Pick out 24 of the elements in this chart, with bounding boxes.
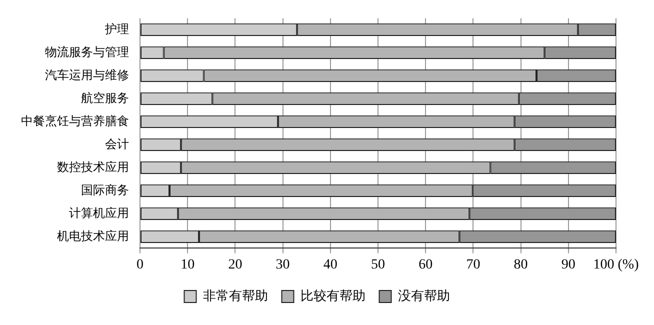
x-tick-label: 10 <box>180 257 195 272</box>
x-tick-label: 60 <box>418 257 433 272</box>
legend-label: 非常有帮助 <box>202 288 268 304</box>
x-tick-label: 70 <box>466 257 480 272</box>
legend-label: 比较有帮助 <box>300 288 366 304</box>
x-tick-label: 90 <box>561 257 576 272</box>
y-tick-label: 中餐烹饪与营养膳食 <box>21 114 129 128</box>
y-tick-label: 数控技术应用 <box>57 160 129 174</box>
x-tick-label: 100 (%) <box>593 257 640 272</box>
y-tick-label: 机电技术应用 <box>57 228 129 243</box>
y-tick-label: 航空服务 <box>81 90 129 105</box>
y-tick-label: 汽车运用与维修 <box>45 68 129 82</box>
x-tick-label: 50 <box>371 257 385 272</box>
x-tick-label: 30 <box>276 257 290 272</box>
x-tick-label: 20 <box>228 257 242 272</box>
legend-label: 没有帮助 <box>398 288 450 304</box>
x-tick-label: 0 <box>136 257 144 272</box>
y-tick-label: 物流服务与管理 <box>45 44 129 59</box>
y-tick-label: 护理 <box>104 22 129 36</box>
x-tick-label: 40 <box>323 257 338 272</box>
y-tick-label: 会计 <box>105 136 129 151</box>
y-tick-label: 国际商务 <box>81 182 129 197</box>
x-tick-label: 80 <box>514 257 528 272</box>
y-tick-label: 计算机应用 <box>69 206 129 220</box>
